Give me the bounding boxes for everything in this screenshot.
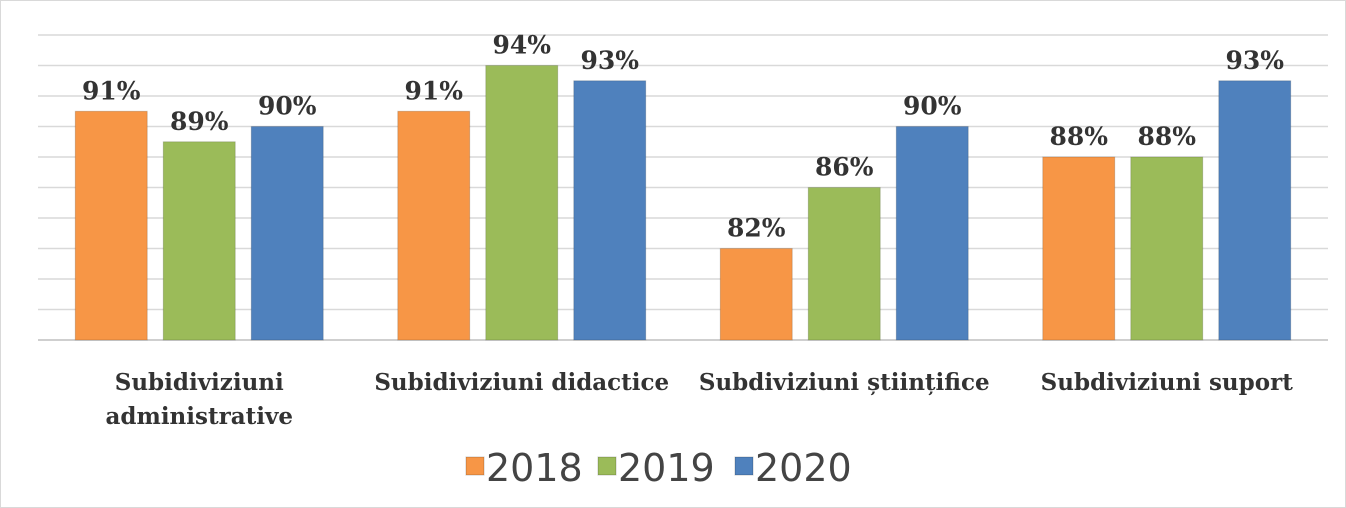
- x-tick-label: Subdiviziuni științifice: [698, 369, 990, 396]
- x-tick-label: Subidiviziuni administrative: [105, 369, 293, 430]
- data-label: 86%: [815, 153, 874, 182]
- data-label: 93%: [580, 46, 639, 75]
- bar: [719, 248, 793, 341]
- legend-swatch: [465, 456, 485, 476]
- legend-label: 2019: [618, 446, 715, 490]
- data-label: 94%: [492, 31, 551, 60]
- data-label: 93%: [1225, 46, 1284, 75]
- bar: [250, 126, 324, 341]
- bar: [895, 126, 969, 341]
- data-label: 90%: [258, 92, 317, 121]
- data-label: 91%: [82, 76, 141, 105]
- legend-label: 2020: [755, 446, 852, 490]
- legend-label: 2018: [486, 446, 583, 490]
- bar: [485, 65, 559, 341]
- data-label: 91%: [404, 76, 463, 105]
- legend-swatch: [734, 456, 754, 476]
- data-label: 90%: [903, 92, 962, 121]
- bar: [573, 80, 647, 341]
- bar: [1042, 156, 1116, 341]
- data-label: 89%: [170, 107, 229, 136]
- bar: [74, 110, 148, 341]
- bar: [397, 110, 471, 341]
- x-tick-label: Subidiviziuni didactice: [374, 369, 670, 396]
- bar: [162, 141, 236, 341]
- legend-swatch: [597, 456, 617, 476]
- data-label: 82%: [727, 214, 786, 243]
- bar: [1218, 80, 1292, 341]
- data-label: 88%: [1137, 122, 1196, 151]
- data-label: 88%: [1049, 122, 1108, 151]
- bar: [807, 187, 881, 341]
- bar: [1130, 156, 1204, 341]
- x-tick-label: Subdiviziuni suport: [1040, 369, 1293, 396]
